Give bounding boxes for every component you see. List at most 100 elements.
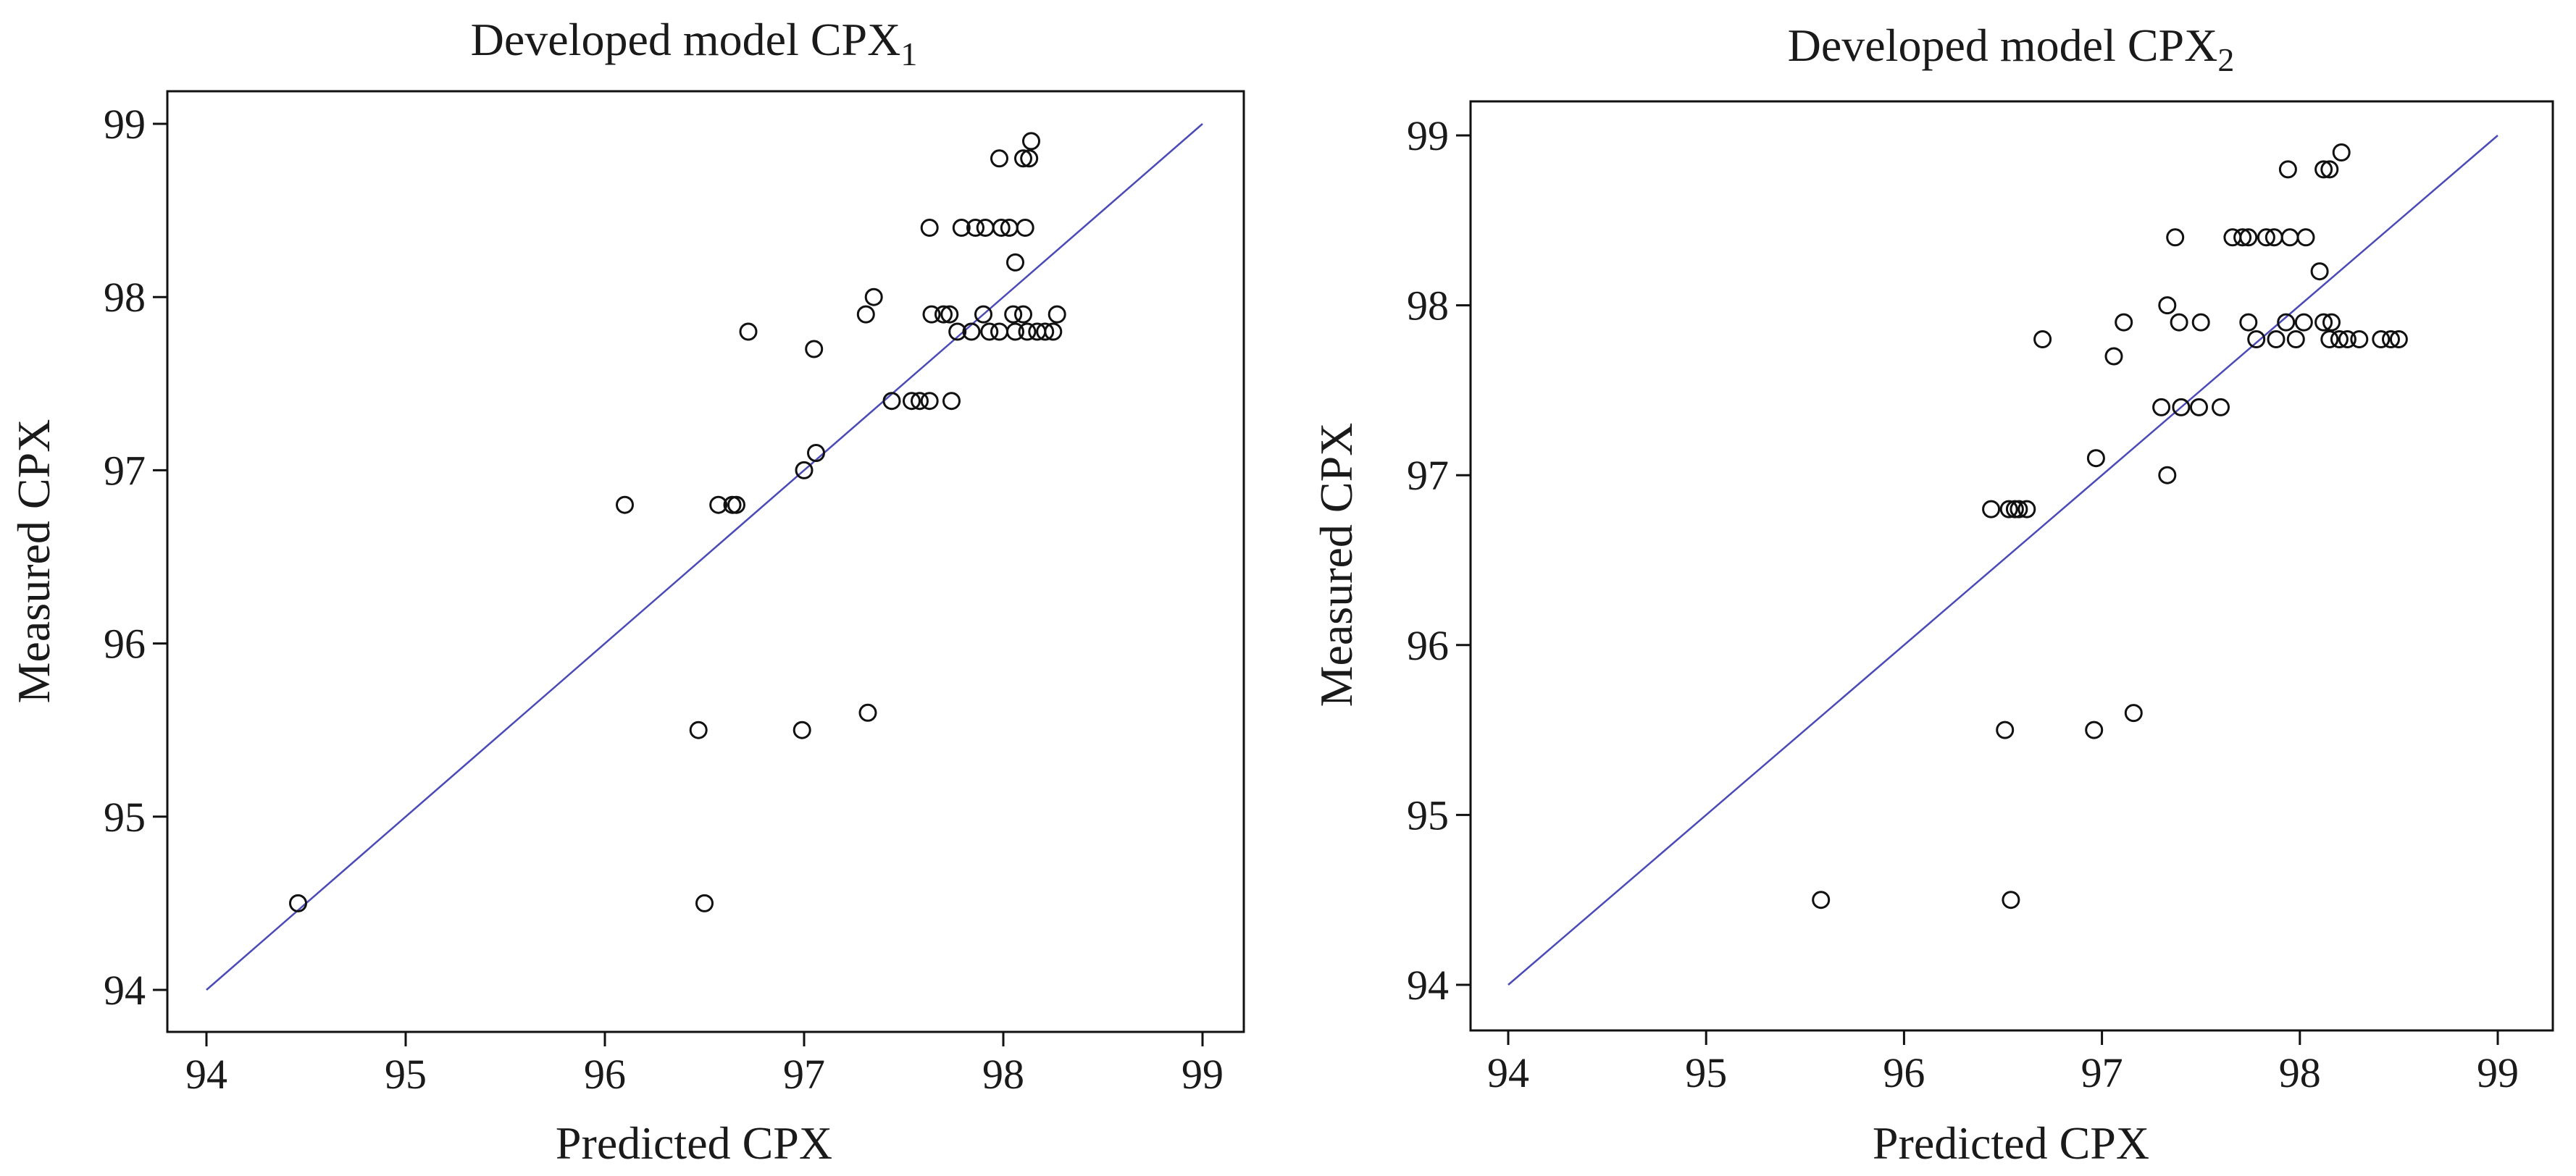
data-point: [793, 721, 811, 739]
data-point: [922, 305, 941, 324]
data-point: [2372, 330, 2391, 348]
y-tick-label: 97: [1407, 452, 1449, 499]
reference-line: [1507, 135, 2498, 986]
x-axis-label: Predicted CPX: [556, 1117, 832, 1169]
x-axis-label: Predicted CPX: [1873, 1117, 2149, 1169]
chart-title: Developed model CPX2: [1788, 20, 2235, 78]
y-tick-label: 95: [104, 794, 146, 841]
x-tick-label: 99: [1182, 1051, 1224, 1098]
data-point: [1018, 322, 1037, 341]
data-point: [2277, 313, 2296, 332]
data-point: [1004, 305, 1023, 324]
data-point: [1014, 305, 1032, 324]
x-tick-label: 98: [982, 1051, 1024, 1098]
data-point: [1047, 305, 1066, 324]
data-point: [2017, 500, 2036, 518]
data-point: [2314, 160, 2333, 179]
x-tick-label: 95: [1685, 1049, 1727, 1096]
data-point: [2239, 228, 2258, 247]
data-point: [2350, 330, 2369, 348]
data-point: [2320, 330, 2339, 348]
chart-panel-cpx1: Developed model CPX1 94 95 96 97 98 999495969…: [8, 14, 1245, 1169]
data-markers: [1812, 143, 2408, 910]
y-tick-label: 94: [104, 967, 146, 1014]
data-point: [2191, 313, 2210, 332]
data-point: [1020, 149, 1039, 168]
data-point: [2330, 330, 2349, 348]
data-point: [2239, 313, 2258, 332]
data-point: [2158, 296, 2177, 315]
data-point: [962, 322, 981, 341]
data-point: [2322, 313, 2341, 332]
data-point: [856, 305, 875, 324]
data-point: [805, 340, 824, 358]
data-point: [2212, 398, 2230, 416]
data-point: [948, 322, 967, 341]
data-point: [2158, 466, 2177, 484]
chart-panel-cpx2: Developed model CPX2 94 95 96 97 98 999495969…: [1310, 20, 2554, 1169]
y-tick-label: 94: [1407, 962, 1449, 1009]
data-point: [2033, 330, 2052, 348]
data-point: [2382, 330, 2400, 348]
data-point: [1999, 500, 2018, 518]
data-point: [2310, 262, 2329, 281]
y-axis-label: Measured CPX: [1310, 423, 1362, 707]
data-point: [2085, 721, 2104, 739]
data-point: [966, 219, 984, 237]
data-point: [974, 305, 992, 324]
chart-title-subscript: 1: [900, 35, 917, 72]
data-point: [2389, 330, 2408, 348]
axis-ticks: 94 95 96 97 98 99 94 95 96 97 98 99: [104, 101, 1224, 1098]
data-point: [920, 219, 939, 237]
data-point: [2278, 160, 2297, 179]
data-point: [1014, 149, 1032, 168]
axis-ticks: 94 95 96 97 98 99 94 95 96 97 98 99: [1407, 112, 2519, 1096]
chart-title-subscript: 2: [2217, 41, 2234, 78]
data-point: [727, 495, 745, 514]
data-point: [992, 219, 1011, 237]
x-tick-label: 98: [2279, 1049, 2321, 1096]
data-point: [920, 392, 939, 411]
y-tick-label: 98: [1407, 282, 1449, 329]
x-tick-label: 97: [783, 1051, 825, 1098]
data-point: [990, 149, 1008, 168]
y-tick-label: 97: [104, 447, 146, 494]
data-point: [2286, 330, 2305, 348]
data-point: [903, 392, 921, 411]
data-point: [1812, 891, 1831, 910]
data-point: [709, 495, 728, 514]
y-tick-label: 98: [104, 274, 146, 321]
data-point: [858, 703, 877, 722]
y-tick-label: 99: [104, 101, 146, 148]
data-point: [2338, 330, 2357, 348]
x-tick-label: 94: [1487, 1049, 1529, 1096]
plot-area-frame: [1469, 100, 2554, 1032]
data-point: [1982, 500, 2001, 518]
data-point: [616, 495, 634, 514]
data-point: [2320, 160, 2339, 179]
data-point: [2124, 704, 2143, 723]
x-tick-label: 99: [2477, 1049, 2519, 1096]
data-point: [1036, 322, 1055, 341]
data-point: [952, 219, 971, 237]
data-point: [2104, 347, 2123, 366]
data-point: [1996, 721, 2015, 739]
data-point: [940, 305, 959, 324]
y-axis-label: Measured CPX: [8, 419, 59, 704]
data-point: [2257, 228, 2275, 247]
data-point: [2314, 313, 2333, 332]
y-tick-label: 96: [1407, 622, 1449, 669]
data-point: [795, 461, 814, 479]
data-point: [807, 444, 825, 462]
y-tick-label: 99: [1407, 112, 1449, 159]
data-point: [1044, 322, 1063, 341]
reference-line: [206, 123, 1203, 991]
data-point: [864, 287, 883, 306]
data-point: [2002, 891, 2020, 910]
data-point: [911, 392, 929, 411]
y-tick-label: 96: [104, 621, 146, 668]
data-point: [739, 322, 758, 341]
data-point: [942, 392, 961, 411]
data-point: [2267, 330, 2286, 348]
